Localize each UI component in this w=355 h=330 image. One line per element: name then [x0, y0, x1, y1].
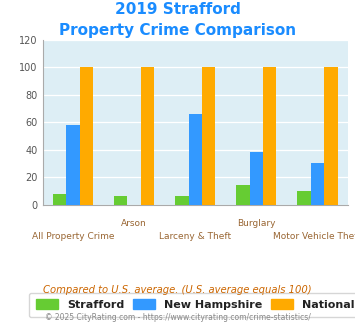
Bar — [189, 114, 202, 205]
Bar — [175, 196, 189, 205]
Text: Burglary: Burglary — [237, 219, 275, 228]
Bar — [202, 67, 215, 205]
Bar — [250, 152, 263, 205]
Bar — [236, 185, 250, 205]
Bar — [53, 194, 66, 205]
Bar — [141, 67, 154, 205]
Text: All Property Crime: All Property Crime — [32, 232, 114, 241]
Text: Arson: Arson — [121, 219, 147, 228]
Bar — [311, 163, 324, 205]
Text: Property Crime Comparison: Property Crime Comparison — [59, 23, 296, 38]
Text: Compared to U.S. average. (U.S. average equals 100): Compared to U.S. average. (U.S. average … — [43, 285, 312, 295]
Bar — [80, 67, 93, 205]
Text: 2019 Strafford: 2019 Strafford — [115, 2, 240, 16]
Legend: Strafford, New Hampshire, National: Strafford, New Hampshire, National — [29, 293, 355, 317]
Bar — [114, 196, 127, 205]
Bar — [66, 125, 80, 205]
Text: Larceny & Theft: Larceny & Theft — [159, 232, 231, 241]
Text: Motor Vehicle Theft: Motor Vehicle Theft — [273, 232, 355, 241]
Text: © 2025 CityRating.com - https://www.cityrating.com/crime-statistics/: © 2025 CityRating.com - https://www.city… — [45, 314, 310, 322]
Bar — [324, 67, 338, 205]
Bar — [297, 191, 311, 205]
Bar — [263, 67, 277, 205]
